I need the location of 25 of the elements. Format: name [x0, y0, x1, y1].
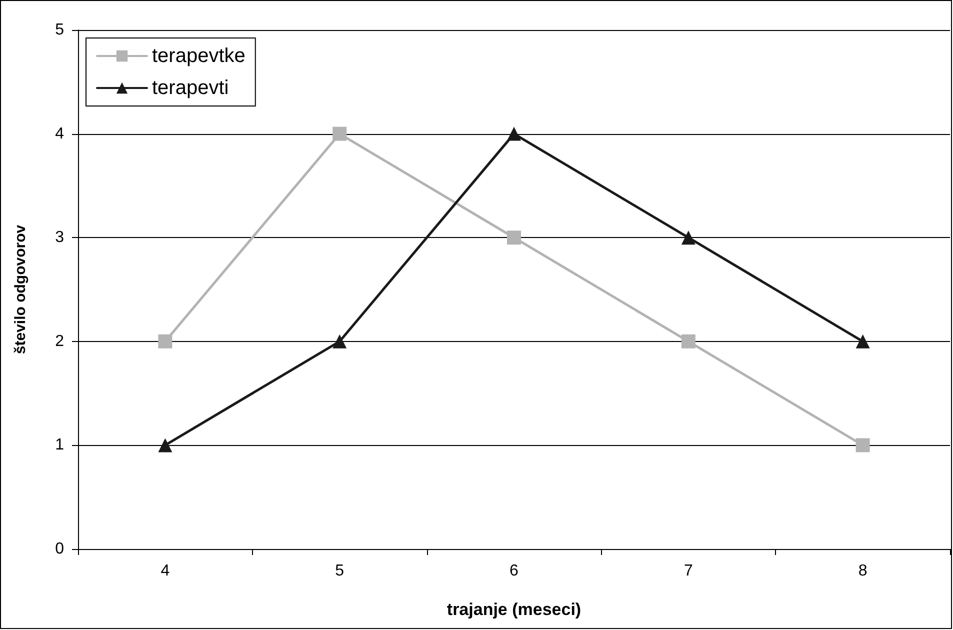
- point: [681, 334, 696, 348]
- point: [681, 230, 696, 245]
- x-tick-label: 7: [684, 562, 693, 580]
- x-tick-label: 4: [160, 562, 170, 580]
- point: [507, 126, 521, 141]
- y-tick-label: 2: [55, 332, 64, 350]
- point: [332, 126, 347, 141]
- y-axis-title: število odgovorov: [12, 224, 29, 354]
- legend-label: terapevti: [152, 77, 229, 99]
- x-tick-label: 8: [858, 562, 868, 580]
- legend-label: terapevtke: [152, 45, 246, 67]
- x-tick-label: 6: [510, 562, 519, 580]
- point: [332, 334, 347, 348]
- point: [158, 438, 172, 452]
- x-tick-label: 5: [335, 562, 344, 580]
- point: [856, 334, 870, 348]
- y-tick-label: 3: [55, 229, 64, 246]
- point: [507, 230, 521, 245]
- y-tick-label: 1: [55, 436, 64, 454]
- y-tick-label: 0: [55, 540, 64, 558]
- point: [158, 334, 172, 348]
- y-tick-label: 5: [55, 22, 64, 38]
- point: [856, 438, 870, 452]
- x-axis-title: trajanje (meseci): [446, 600, 582, 619]
- y-tick-label: 4: [55, 125, 64, 142]
